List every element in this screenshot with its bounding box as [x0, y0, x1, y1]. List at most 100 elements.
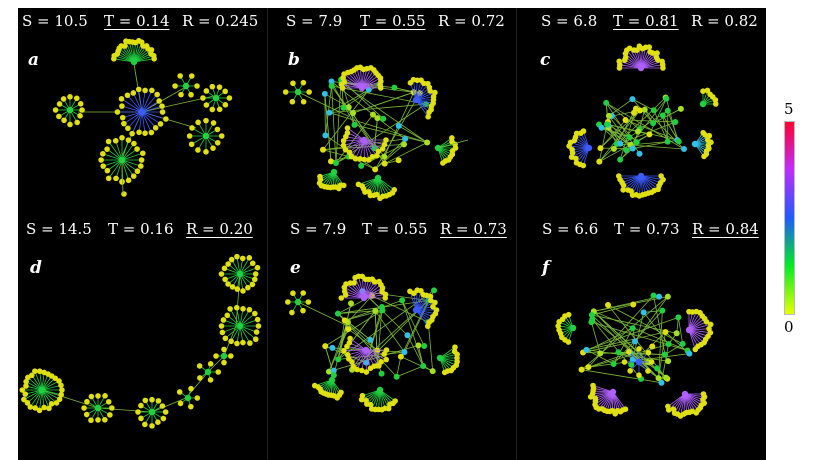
node [675, 138, 682, 145]
panel-d-header: S = 14.5 T = 0.16 R = 0.20 [26, 216, 276, 242]
edge [115, 159, 123, 179]
edge [407, 335, 424, 367]
node [227, 306, 233, 312]
node [424, 139, 431, 146]
edge [324, 93, 326, 136]
colorbar-max-label: 5 [784, 100, 794, 118]
node [188, 403, 194, 410]
edge [121, 105, 143, 113]
edge [355, 139, 365, 159]
node [358, 162, 365, 169]
node [372, 307, 379, 314]
node [341, 348, 347, 354]
node [317, 173, 323, 180]
node [371, 279, 378, 285]
node [29, 372, 35, 379]
node [138, 402, 144, 409]
edge [592, 385, 614, 393]
edge [361, 349, 367, 371]
edge [121, 140, 129, 161]
node [246, 255, 253, 261]
node [210, 120, 217, 126]
edge [363, 139, 385, 146]
node [58, 382, 64, 389]
node [155, 419, 161, 426]
node [219, 329, 226, 336]
edge [640, 175, 661, 184]
edge [363, 279, 373, 299]
node [395, 122, 402, 129]
node [663, 95, 670, 102]
node [176, 389, 183, 395]
node [21, 396, 27, 403]
edge [108, 141, 123, 161]
node [227, 353, 234, 359]
node [221, 359, 227, 366]
node [395, 157, 402, 164]
node [56, 101, 63, 107]
node [383, 356, 389, 363]
edge [39, 389, 43, 411]
edge [632, 312, 644, 360]
node [415, 342, 422, 349]
edge [684, 393, 701, 409]
node [220, 317, 227, 323]
edge [108, 159, 123, 179]
edge [661, 344, 669, 383]
edge [377, 177, 393, 194]
node [645, 368, 651, 374]
node [162, 409, 169, 415]
edge [354, 277, 365, 299]
node [104, 167, 111, 174]
node [84, 398, 90, 405]
node [112, 137, 119, 144]
edge [586, 317, 679, 351]
node [629, 325, 636, 332]
edge [229, 308, 241, 327]
edge [356, 349, 367, 370]
edge [674, 393, 686, 414]
edge [358, 276, 365, 299]
node [374, 152, 380, 159]
node [679, 340, 686, 347]
node [673, 330, 680, 337]
node [74, 119, 80, 126]
edge [41, 389, 99, 409]
edge [363, 287, 383, 299]
node [335, 356, 342, 363]
node [569, 324, 577, 332]
node [119, 103, 125, 109]
edge [344, 320, 378, 351]
node [383, 137, 389, 143]
node [634, 128, 641, 135]
node [379, 146, 386, 152]
node [659, 307, 666, 314]
node [330, 168, 338, 176]
edge [415, 290, 418, 311]
node [221, 346, 227, 353]
panel-f-s: S = 6.6 [542, 220, 599, 238]
node [252, 271, 259, 277]
edge [373, 118, 378, 149]
edge [365, 349, 380, 367]
edge [586, 349, 614, 365]
node [245, 284, 251, 291]
node [660, 65, 666, 71]
node [692, 346, 699, 353]
edge [619, 60, 642, 69]
node [661, 351, 668, 358]
edge [688, 329, 705, 343]
node [121, 120, 127, 127]
node [23, 383, 29, 389]
node [59, 387, 65, 393]
node [430, 303, 436, 310]
node [583, 346, 590, 353]
node [221, 265, 228, 272]
node [222, 335, 229, 342]
edge [141, 87, 185, 113]
node [361, 156, 368, 163]
node [182, 82, 190, 90]
edge [34, 389, 43, 409]
node [681, 390, 689, 398]
edge [667, 393, 686, 407]
